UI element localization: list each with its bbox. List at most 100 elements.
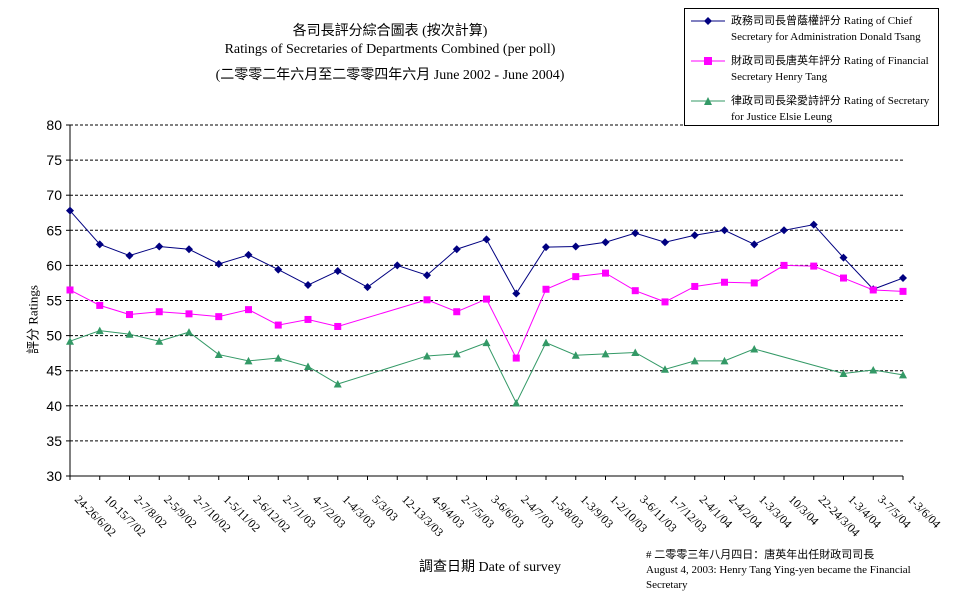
y-tick-label: 60	[46, 257, 62, 273]
data-point-s1	[839, 253, 848, 262]
data-point-s1	[631, 229, 640, 238]
data-point-s3	[452, 349, 461, 358]
data-point-s1	[95, 240, 104, 249]
data-point-s3	[304, 362, 312, 370]
data-point-s3	[571, 351, 580, 359]
data-point-s1	[720, 226, 729, 235]
data-point-s1	[512, 289, 521, 298]
data-point-s3	[125, 330, 134, 338]
legend-label-elsie-leung: 律政司司長梁愛詩評分 Rating of Secretary for Justi…	[731, 95, 930, 123]
data-point-s2	[572, 273, 580, 281]
data-point-s1	[690, 231, 699, 240]
data-point-s1	[185, 245, 193, 254]
data-point-s2	[542, 285, 550, 293]
data-point-s2	[483, 295, 490, 303]
data-point-s1	[125, 251, 134, 260]
data-point-s2	[423, 296, 431, 304]
data-point-s3	[839, 369, 848, 378]
data-point-s3	[899, 370, 907, 379]
y-tick-label: 30	[46, 468, 62, 484]
data-point-s2	[750, 279, 758, 287]
data-point-s2	[334, 322, 342, 330]
data-point-s3	[750, 344, 759, 353]
data-point-s3	[720, 356, 729, 365]
footnote-line-1: # 二零零三年八月四日：唐英年出任財政司司長	[646, 549, 875, 561]
footnote-line-3: Secretary	[646, 579, 688, 591]
y-axis-label: 評分 Ratings	[25, 285, 41, 354]
chart-title-line-3: (二零零二年六月至二零零四年六月 June 2002 - June 2004)	[215, 68, 565, 83]
data-point-s2	[155, 308, 163, 316]
data-point-s2	[304, 315, 312, 323]
data-point-s2	[126, 311, 133, 319]
data-point-s1	[333, 267, 342, 276]
data-point-s1	[482, 235, 491, 244]
legend-swatch-donald-tsang	[691, 17, 725, 25]
data-point-s1	[363, 283, 372, 292]
data-point-s3	[185, 328, 193, 336]
data-point-s2	[245, 306, 252, 314]
data-point-s2	[602, 269, 609, 277]
data-point-s2	[810, 262, 818, 270]
data-point-s2	[721, 278, 728, 286]
y-tick-label: 35	[46, 433, 62, 449]
data-point-s1	[780, 226, 788, 235]
data-point-s1	[274, 265, 283, 274]
data-point-s1	[66, 206, 74, 215]
data-point-s3	[66, 337, 74, 345]
data-point-s2	[691, 282, 699, 290]
data-point-s1	[809, 220, 818, 229]
data-point-s2	[899, 287, 907, 295]
data-point-s2	[96, 301, 104, 309]
legend-label-donald-tsang: 政務司司長曾蔭權評分 Rating of Chief Secretary for…	[731, 15, 921, 43]
data-point-s3	[274, 354, 283, 362]
chart-title-line-2: Ratings of Secretaries of Departments Co…	[224, 42, 556, 57]
data-point-s1	[393, 261, 402, 270]
legend-swatch-henry-tang	[691, 57, 725, 65]
data-point-s2	[453, 308, 461, 316]
data-point-s1	[214, 259, 223, 268]
data-point-s3	[661, 365, 669, 373]
y-tick-label: 55	[46, 293, 62, 309]
data-point-s3	[869, 365, 878, 374]
data-point-s2	[840, 274, 847, 282]
series-line-1	[69, 210, 904, 295]
legend-label-henry-tang: 財政司司長唐英年評分 Rating of Financial Secretary…	[731, 55, 929, 83]
data-point-s3	[155, 337, 164, 345]
footnote: # 二零零三年八月四日：唐英年出任財政司司長 August 4, 2003: H…	[646, 548, 966, 593]
data-point-s3	[631, 348, 640, 356]
data-point-s2	[66, 286, 74, 294]
data-point-s1	[899, 274, 907, 283]
data-point-s3	[244, 356, 253, 365]
data-point-s1	[304, 281, 312, 290]
data-point-s2	[512, 354, 520, 362]
y-tick-label: 75	[46, 152, 62, 168]
data-point-s2	[869, 286, 877, 294]
data-point-s1	[661, 238, 669, 247]
x-axis-label: 調查日期 Date of survey	[419, 560, 561, 575]
data-point-s3	[214, 350, 223, 359]
data-point-s3	[423, 351, 431, 360]
data-point-s1	[601, 238, 610, 247]
y-tick-label: 50	[46, 328, 62, 344]
chart-title-line-1: 各司長評分綜合圖表 (按次計算)	[292, 24, 488, 39]
y-tick-label: 80	[46, 117, 62, 133]
data-point-s3	[482, 338, 491, 347]
data-point-s3	[333, 380, 342, 388]
data-point-s3	[542, 338, 550, 347]
chart-legend: 政務司司長曾蔭權評分 Rating of Chief Secretary for…	[684, 8, 939, 126]
data-point-s1	[750, 240, 759, 249]
data-point-s2	[185, 310, 193, 318]
data-point-s1	[423, 271, 431, 280]
y-tick-label: 70	[46, 187, 62, 203]
data-point-s2	[631, 287, 639, 295]
data-point-s1	[571, 242, 580, 251]
data-point-s1	[542, 243, 550, 252]
data-point-s2	[215, 313, 223, 321]
y-tick-label: 65	[46, 222, 62, 238]
data-point-s3	[690, 356, 699, 365]
data-point-s2	[661, 298, 669, 306]
data-point-s3	[601, 349, 610, 358]
data-point-s3	[512, 398, 521, 407]
data-point-s2	[274, 321, 282, 329]
